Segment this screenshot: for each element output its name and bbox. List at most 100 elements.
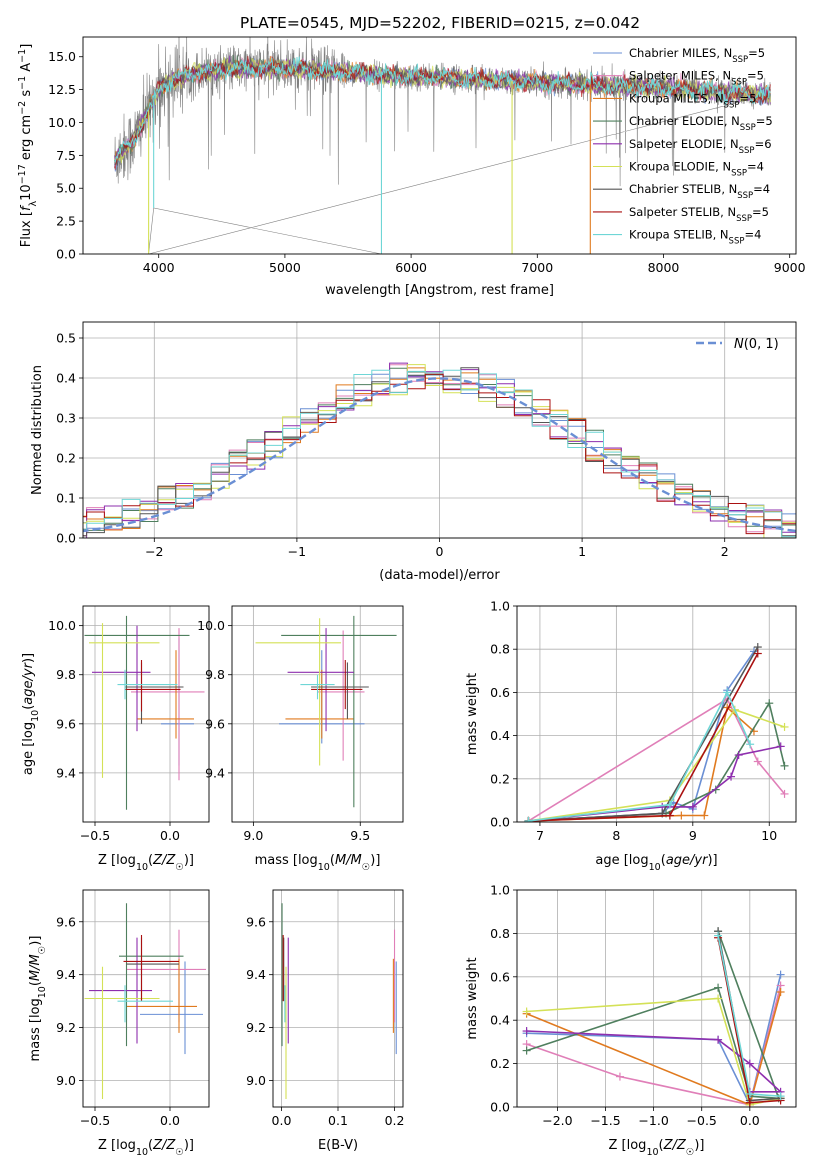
label-part: s <box>19 90 34 101</box>
label-part: (0, 1) <box>744 337 779 352</box>
label-part: mass [log <box>255 853 318 868</box>
legend-name: Kroupa MILES, N <box>629 91 724 105</box>
label-part: )] <box>28 936 43 946</box>
legend-name: Kroupa ELODIE, N <box>629 160 731 174</box>
legend-entry-label: Kroupa STELIB, NSSP=4 <box>629 228 761 247</box>
x-axis-label: mass [log10(M/M☉)] <box>255 853 381 873</box>
y-tick-label: 0.1 <box>56 491 76 506</box>
label-part: N <box>734 337 744 352</box>
label-part: mass [log <box>28 998 43 1061</box>
y-tick-label: 9.8 <box>205 667 225 682</box>
y-tick-label: 1.0 <box>490 883 510 898</box>
x-tick-label: 0.2 <box>385 1113 405 1128</box>
axes-frame <box>82 889 210 1108</box>
label-part: 10 <box>318 862 330 873</box>
axes-frame <box>272 889 404 1108</box>
legend-entry-label: Salpeter MILES, NSSP=5 <box>629 69 764 88</box>
x-axis-label: (data-model)/error <box>379 568 500 583</box>
legend-sub: SSP <box>739 146 755 156</box>
legend-name: Chabrier MILES, N <box>629 46 732 60</box>
legend-eq: =5 <box>756 114 773 128</box>
weight-series-line-7 <box>528 653 759 822</box>
x-tick-label: −1.0 <box>638 1113 668 1128</box>
y-tick-label: 1.0 <box>490 599 510 614</box>
x-tick-label: 0 <box>436 544 444 559</box>
x-axis-label: Z [log10(Z/Z☉)] <box>98 1138 194 1158</box>
label-part: −2 <box>17 101 28 115</box>
legend-name: Chabrier STELIB, N <box>629 182 737 196</box>
normal-reference-curve <box>83 377 796 533</box>
x-tick-label: 9.5 <box>350 828 370 843</box>
label-part: Z/Z <box>152 853 176 868</box>
x-axis-label: Z [log10(Z/Z☉)] <box>609 1138 705 1158</box>
x-tick-label: 5000 <box>269 260 301 275</box>
axes-frame <box>82 321 797 539</box>
axes-frame <box>516 889 797 1108</box>
y-axis-label: mass [log10(M/M☉)] <box>28 936 48 1062</box>
label-part: ☉ <box>175 1147 184 1158</box>
weight-series-line-1 <box>528 697 786 822</box>
y-tick-label: 0.3 <box>56 411 76 426</box>
residual-histogram-5 <box>83 364 796 538</box>
y-tick-label: 0.4 <box>56 371 76 386</box>
x-tick-label: 9.0 <box>243 828 263 843</box>
label-part: ( <box>148 1138 153 1153</box>
y-tick-label: 9.6 <box>246 914 266 929</box>
label-part: 10 <box>30 710 41 722</box>
y-tick-label: 0.8 <box>490 642 510 657</box>
label-part: )] <box>21 653 36 663</box>
x-tick-label: 0.0 <box>740 1113 760 1128</box>
z-weights-plot-area <box>522 927 785 1107</box>
x-tick-label: 6000 <box>395 260 427 275</box>
weight-series-line-8 <box>528 690 751 822</box>
label-part: Z [log <box>609 1138 647 1153</box>
legend-sub: SSP <box>737 191 753 201</box>
legend-sub: SSP <box>731 78 747 88</box>
label-part: 10 <box>649 862 661 873</box>
y-tick-label: 9.4 <box>56 967 76 982</box>
y-tick-label: 9.2 <box>246 1020 266 1035</box>
label-part: ( <box>330 853 335 868</box>
spectrum-panel: 4000 5000 6000 7000 8000 9000 0.0 2.5 5.0 7.5 10.0… <box>17 36 806 298</box>
x-tick-label: −2 <box>145 544 163 559</box>
label-part: )] <box>694 1138 704 1153</box>
figure-title: PLATE=0545, MJD=52202, FIBERID=0215, z=0… <box>240 14 640 32</box>
mass-age-panel: 9.0 9.5 9.4 9.6 9.8 10.0 mass [log10(M/M☉)] <box>197 605 404 873</box>
y-axis-label: mass weight <box>465 957 480 1039</box>
axes-frame <box>231 605 404 823</box>
z-mass-panel: −0.5 0.09.09.29.49.6Z [log10(Z/Z☉)]mass [… <box>28 889 210 1158</box>
label-part: 10 <box>37 986 48 998</box>
y-tick-label: 0.0 <box>490 815 510 830</box>
y-axis-label: mass weight <box>465 673 480 755</box>
label-part: f <box>19 204 34 211</box>
z-mass-plot-area <box>84 903 206 1100</box>
x-tick-label: 7 <box>536 828 544 843</box>
residual-histogram-7 <box>83 373 796 535</box>
age-weights-plot-area <box>524 643 789 822</box>
label-part: )] <box>707 853 717 868</box>
y-tick-label: 0.6 <box>490 969 510 984</box>
y-tick-label: 9.4 <box>56 765 76 780</box>
label-part: 10 <box>646 1147 658 1158</box>
label-part: ( <box>661 853 666 868</box>
label-part: age [log <box>21 722 36 775</box>
y-axis-label: age [log10(age/yr)] <box>21 653 41 775</box>
label-part: −1 <box>17 49 28 63</box>
x-tick-label: 0.0 <box>160 828 180 843</box>
x-tick-label: −1 <box>288 544 306 559</box>
label-part: 10 <box>136 1147 148 1158</box>
x-tick-label: 4000 <box>143 260 175 275</box>
y-tick-label: 0.0 <box>490 1100 510 1115</box>
weight-series-line-4 <box>528 745 781 822</box>
x-tick-label: 9 <box>689 828 697 843</box>
y-tick-label: 9.2 <box>56 1020 76 1035</box>
legend-entry-label: Chabrier ELODIE, NSSP=5 <box>629 114 773 133</box>
spectrum-legend: Chabrier MILES, N SSP =5 Salpeter MILES, NS… <box>593 46 773 247</box>
x-tick-label: 8 <box>612 828 620 843</box>
weight-series-line-3 <box>528 701 786 822</box>
legend-eq: =6 <box>755 137 772 151</box>
spectrum-plot-area <box>114 37 771 254</box>
z-age-plot-area <box>84 615 205 810</box>
